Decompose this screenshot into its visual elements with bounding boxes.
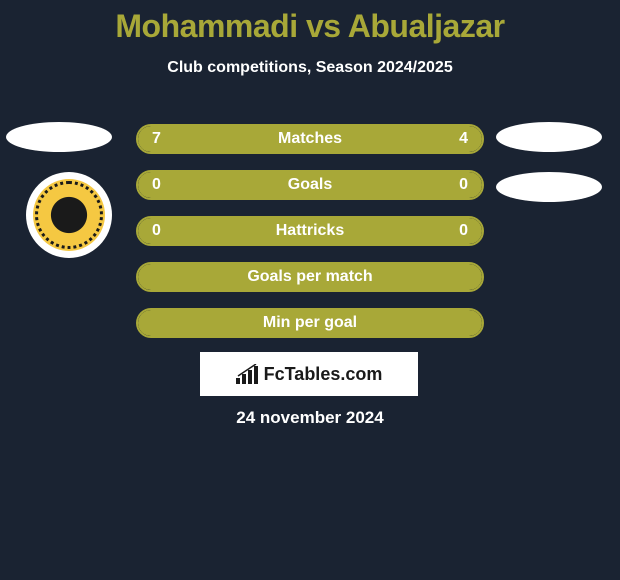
stat-label: Goals per match — [138, 268, 482, 286]
stat-row: Min per goal — [136, 308, 484, 338]
club-logo-left — [26, 172, 112, 258]
stat-row: 0Goals0 — [136, 170, 484, 200]
stat-value-right: 4 — [459, 130, 468, 148]
stat-value-right: 0 — [459, 176, 468, 194]
page-title: Mohammadi vs Abualjazar — [0, 0, 620, 45]
club-badge-placeholder — [496, 172, 602, 202]
date-label: 24 november 2024 — [0, 408, 620, 428]
stat-label: Goals — [138, 176, 482, 194]
subtitle: Club competitions, Season 2024/2025 — [0, 59, 620, 77]
stat-value-right: 0 — [459, 222, 468, 240]
stats-container: 7Matches40Goals00Hattricks0Goals per mat… — [136, 124, 484, 354]
player-badge-placeholder — [496, 122, 602, 152]
stat-row: 0Hattricks0 — [136, 216, 484, 246]
player-badge-placeholder — [6, 122, 112, 152]
stat-row: Goals per match — [136, 262, 484, 292]
stat-label: Min per goal — [138, 314, 482, 332]
stat-label: Matches — [138, 130, 482, 148]
stat-label: Hattricks — [138, 222, 482, 240]
right-player-badges — [496, 122, 602, 222]
stat-row: 7Matches4 — [136, 124, 484, 154]
brand-label: FcTables.com — [264, 364, 383, 385]
brand-box: FcTables.com — [200, 352, 418, 396]
left-player-badges — [6, 122, 112, 258]
club-logo-icon — [33, 179, 105, 251]
brand-chart-icon — [236, 364, 260, 384]
